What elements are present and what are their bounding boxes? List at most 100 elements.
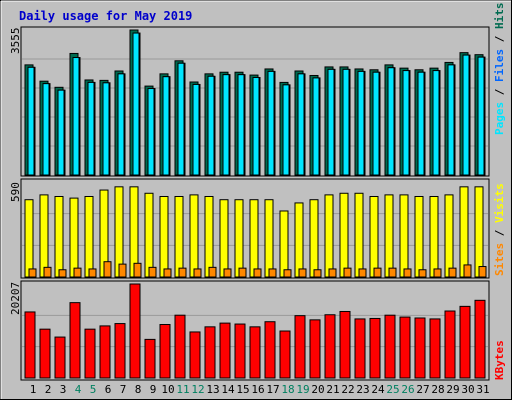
pages-bar-day-7: [117, 73, 125, 176]
pages-bar-day-2: [42, 83, 50, 176]
day-label-12: 12: [191, 383, 204, 396]
sites-bar-day-25: [388, 267, 397, 278]
sites-bar-day-12: [193, 268, 202, 278]
sites-bar-day-15: [238, 267, 247, 278]
kbytes-bar-day-17: [264, 321, 276, 379]
kbytes-bar-day-29: [444, 310, 456, 379]
visits-bar-day-9: [144, 192, 154, 278]
day-label-3: 3: [60, 383, 67, 396]
visits-bar-day-29: [444, 194, 454, 278]
kbytes-bar-day-28: [429, 318, 441, 379]
pages-bar-day-22: [342, 68, 350, 176]
visits-bar-day-19: [294, 202, 304, 278]
kbytes-bar-day-22: [339, 310, 351, 379]
legend-hits: Hits: [493, 3, 506, 30]
sites-bar-day-10: [163, 268, 172, 278]
day-label-27: 27: [416, 383, 429, 396]
sites-bar-day-28: [433, 268, 442, 278]
pages-bar-day-1: [27, 66, 35, 176]
sites-bar-day-1: [28, 268, 37, 278]
kbytes-bar-day-25: [384, 314, 396, 379]
sites-bar-day-18: [283, 269, 292, 278]
visits-bar-day-3: [54, 195, 64, 278]
sites-bar-day-16: [253, 268, 262, 278]
day-label-31: 31: [476, 383, 489, 396]
day-label-2: 2: [45, 383, 52, 396]
sites-bar-day-13: [208, 266, 217, 278]
day-label-26: 26: [401, 383, 414, 396]
day-label-19: 19: [296, 383, 309, 396]
pages-bar-day-19: [297, 73, 305, 176]
mid-ymax-label: 590: [9, 182, 22, 202]
kbytes-bar-day-1: [24, 311, 36, 379]
visits-bar-day-23: [354, 192, 364, 278]
day-label-29: 29: [446, 383, 459, 396]
kbytes-bar-day-4: [69, 302, 81, 379]
day-label-13: 13: [206, 383, 219, 396]
sites-bar-day-21: [328, 268, 337, 278]
legend-visits: Visits: [493, 183, 506, 223]
pages-bar-day-9: [147, 88, 155, 176]
sites-bar-day-29: [448, 267, 457, 278]
pages-bar-day-21: [327, 68, 335, 176]
pages-bar-day-30: [462, 54, 470, 176]
sites-bar-day-3: [58, 269, 67, 278]
legend-pages: Pages: [493, 102, 506, 135]
legend-files: Files: [493, 49, 506, 82]
pages-bar-day-15: [237, 74, 245, 176]
day-label-5: 5: [90, 383, 97, 396]
x-axis-day-labels: 1 2 3 4 5 6 7 8 9 10 11 12 13 14 15 16 17 18 19 20 21 22 23 24 2…: [30, 383, 490, 396]
pages-bar-day-20: [312, 77, 320, 176]
visits-bar-day-10: [159, 195, 169, 278]
visits-bar-day-2: [39, 194, 49, 278]
pages-bar-day-8: [132, 32, 140, 176]
day-label-7: 7: [120, 383, 127, 396]
pages-bar-day-24: [372, 71, 380, 176]
kbytes-bar-day-7: [114, 323, 126, 379]
day-label-28: 28: [431, 383, 444, 396]
day-label-11: 11: [176, 383, 189, 396]
sites-bar-day-31: [478, 266, 487, 278]
bottom-side-legend: KBytes: [493, 340, 506, 380]
sites-bar-day-20: [313, 269, 322, 278]
pages-bar-day-6: [102, 82, 110, 176]
kbytes-bar-day-27: [414, 317, 426, 379]
top-side-legend: Pages / Files / Hits: [493, 3, 506, 136]
visits-bar-day-27: [414, 195, 424, 278]
kbytes-bar-day-21: [324, 314, 336, 379]
day-label-23: 23: [356, 383, 369, 396]
sites-bar-day-23: [358, 268, 367, 278]
visits-bar-day-16: [249, 199, 259, 278]
visits-bar-day-7: [114, 186, 124, 278]
day-label-25: 25: [386, 383, 399, 396]
pages-bar-day-23: [357, 70, 365, 176]
kbytes-bar-day-24: [369, 317, 381, 379]
day-label-1: 1: [30, 383, 37, 396]
sites-bar-day-30: [463, 264, 472, 278]
pages-bar-day-14: [222, 74, 230, 176]
visits-bar-day-12: [189, 194, 199, 278]
legend-sites: Sites: [493, 243, 506, 276]
sites-bar-day-8: [133, 262, 142, 278]
kbytes-bar-day-16: [249, 326, 261, 379]
kbytes-bar-day-31: [474, 299, 486, 379]
visits-bar-day-20: [309, 199, 319, 278]
sites-bar-day-7: [118, 263, 127, 278]
visits-bar-day-17: [264, 199, 274, 278]
sites-bar-day-11: [178, 267, 187, 278]
day-label-20: 20: [311, 383, 324, 396]
sites-bar-day-14: [223, 268, 232, 278]
visits-bar-day-18: [279, 210, 289, 278]
sites-bar-day-26: [403, 268, 412, 278]
kbytes-bar-day-30: [459, 305, 471, 379]
pages-bar-day-4: [72, 57, 80, 176]
kbytes-bar-day-23: [354, 318, 366, 379]
kbytes-bar-day-3: [54, 336, 66, 379]
kbytes-bar-day-11: [174, 314, 186, 379]
day-label-8: 8: [135, 383, 142, 396]
pages-bar-day-26: [402, 70, 410, 176]
day-label-9: 9: [150, 383, 157, 396]
legend-sep-2: /: [493, 35, 506, 42]
pages-bar-day-13: [207, 75, 215, 176]
legend-sep-1: /: [493, 88, 506, 95]
